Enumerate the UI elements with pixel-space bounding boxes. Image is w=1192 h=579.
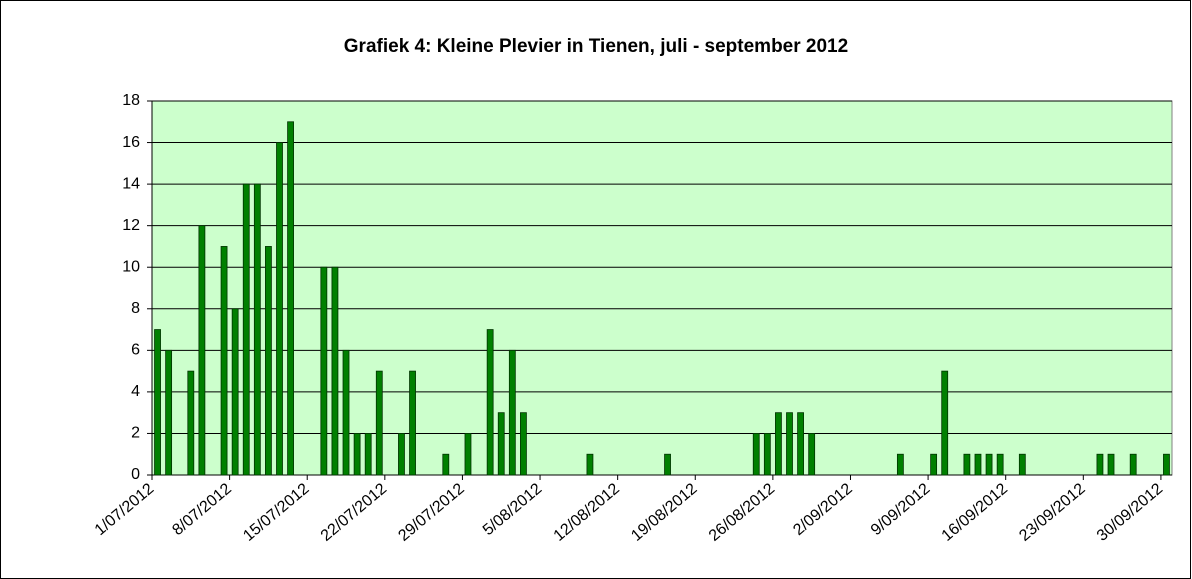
bar — [664, 453, 671, 476]
bar — [586, 453, 594, 476]
bar — [331, 266, 339, 476]
bar — [242, 183, 250, 476]
bar — [154, 329, 161, 476]
bar — [996, 453, 1004, 476]
bar — [231, 308, 239, 476]
bar — [963, 453, 971, 476]
bar — [1018, 453, 1026, 476]
bar — [198, 225, 206, 476]
y-tick-label: 0 — [131, 466, 140, 483]
bar — [508, 349, 516, 476]
bar — [763, 433, 771, 476]
bar — [1129, 453, 1137, 476]
bar — [320, 266, 328, 476]
bar — [1096, 453, 1104, 476]
bar — [808, 433, 816, 476]
bar — [253, 183, 261, 476]
bar — [797, 412, 804, 476]
bar — [287, 121, 294, 476]
bar — [398, 433, 405, 476]
y-tick-label: 8 — [131, 300, 140, 317]
y-tick-label: 10 — [122, 258, 140, 275]
bar — [442, 453, 450, 476]
y-tick-label: 14 — [122, 175, 140, 192]
bar — [409, 370, 416, 476]
bar — [775, 412, 782, 476]
bar — [220, 246, 228, 476]
bar — [786, 412, 793, 476]
bar — [375, 370, 383, 476]
bar — [165, 349, 173, 476]
bar — [520, 412, 527, 476]
bar — [353, 433, 361, 476]
y-tick-label: 16 — [122, 134, 140, 151]
bar — [364, 433, 372, 476]
y-tick-label: 2 — [131, 425, 140, 442]
bar — [985, 453, 993, 476]
bar — [1163, 453, 1170, 476]
bar — [930, 453, 938, 476]
y-tick-label: 4 — [131, 383, 140, 400]
bar — [464, 433, 472, 476]
bar — [342, 349, 350, 476]
chart-title: Grafiek 4: Kleine Plevier in Tienen, jul… — [344, 36, 848, 57]
bar — [265, 246, 272, 476]
bar — [896, 453, 904, 476]
bar — [486, 329, 494, 476]
y-tick-label: 6 — [131, 342, 140, 359]
bar — [276, 142, 283, 476]
y-tick-label: 12 — [122, 217, 140, 234]
bar — [187, 370, 195, 476]
bar — [1107, 453, 1115, 476]
bar — [974, 453, 982, 476]
y-tick-label: 18 — [122, 92, 140, 109]
plot-area — [151, 100, 1173, 476]
bar — [941, 370, 949, 476]
bar — [497, 412, 505, 476]
bar — [752, 433, 760, 476]
